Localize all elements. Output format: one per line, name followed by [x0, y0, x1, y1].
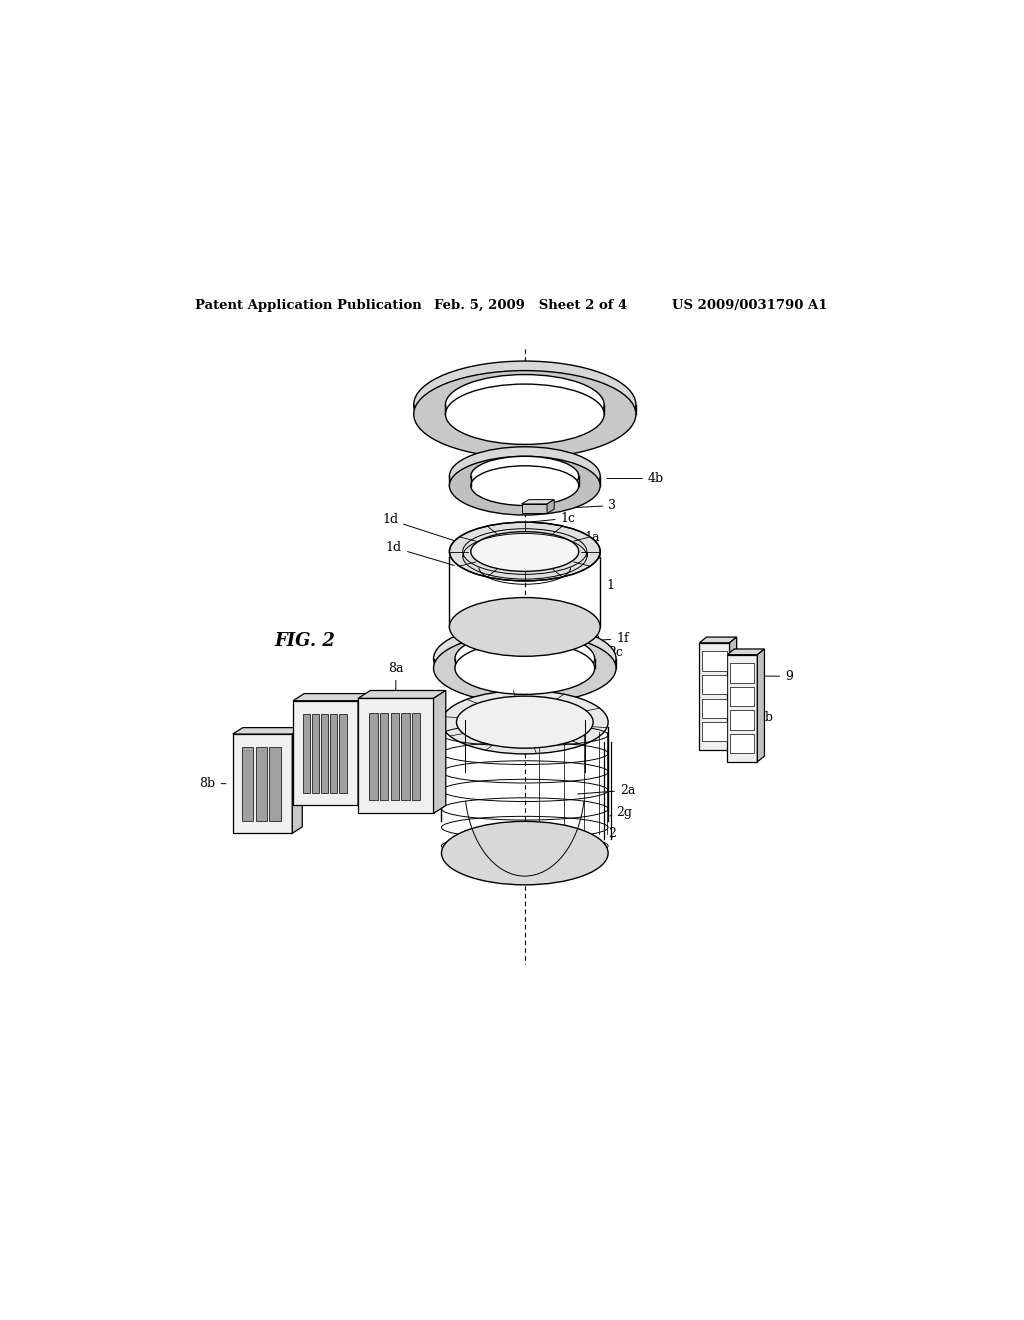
Bar [730, 710, 755, 730]
Polygon shape [521, 504, 547, 513]
Bar [730, 663, 755, 682]
Polygon shape [293, 693, 370, 701]
Polygon shape [330, 714, 338, 793]
Text: 1e: 1e [587, 549, 602, 566]
Ellipse shape [445, 384, 604, 445]
Polygon shape [547, 500, 554, 513]
Polygon shape [232, 734, 292, 833]
Text: 8a: 8a [388, 661, 403, 692]
Polygon shape [401, 713, 410, 800]
Ellipse shape [450, 523, 600, 581]
Ellipse shape [445, 375, 604, 434]
Polygon shape [358, 693, 370, 805]
Text: 9: 9 [764, 669, 793, 682]
Text: 8b: 8b [200, 777, 226, 791]
Polygon shape [303, 714, 310, 793]
Ellipse shape [450, 446, 600, 506]
Text: 2f: 2f [401, 719, 464, 737]
Ellipse shape [450, 457, 600, 515]
Ellipse shape [433, 624, 616, 693]
Text: 1: 1 [606, 579, 614, 591]
Ellipse shape [471, 466, 579, 506]
Polygon shape [758, 649, 765, 762]
Text: 3: 3 [558, 499, 616, 512]
Polygon shape [293, 701, 358, 805]
Text: 1a: 1a [560, 531, 600, 554]
Text: 2g: 2g [610, 807, 632, 818]
Polygon shape [390, 713, 399, 800]
Polygon shape [322, 714, 329, 793]
Text: 1c: 1c [531, 512, 575, 524]
Ellipse shape [471, 532, 579, 572]
Text: Feb. 5, 2009   Sheet 2 of 4: Feb. 5, 2009 Sheet 2 of 4 [433, 300, 627, 312]
Bar [702, 675, 727, 694]
Text: 1d: 1d [382, 513, 458, 543]
Text: 2c: 2c [569, 645, 623, 663]
Polygon shape [358, 698, 433, 813]
Polygon shape [433, 690, 445, 813]
Polygon shape [232, 727, 302, 734]
Bar [730, 686, 755, 706]
Polygon shape [339, 714, 346, 793]
Polygon shape [242, 747, 253, 821]
Polygon shape [521, 500, 554, 504]
Polygon shape [370, 713, 378, 800]
Ellipse shape [457, 696, 593, 748]
Polygon shape [412, 713, 420, 800]
Polygon shape [292, 727, 302, 833]
Polygon shape [358, 690, 445, 698]
Polygon shape [312, 714, 319, 793]
Bar [702, 722, 727, 742]
Bar [702, 698, 727, 718]
Text: 9b: 9b [736, 711, 773, 725]
Text: 8: 8 [269, 747, 278, 759]
Text: 2: 2 [608, 826, 616, 840]
Ellipse shape [450, 598, 600, 656]
Text: US 2009/0031790 A1: US 2009/0031790 A1 [672, 300, 827, 312]
Ellipse shape [414, 371, 636, 458]
Ellipse shape [441, 821, 608, 884]
Text: FIG. 2: FIG. 2 [274, 632, 336, 651]
Ellipse shape [471, 457, 579, 496]
Ellipse shape [455, 642, 595, 694]
Polygon shape [380, 713, 388, 800]
Text: 1d: 1d [386, 541, 455, 565]
Polygon shape [729, 638, 736, 750]
Polygon shape [699, 643, 729, 750]
Text: 2a: 2a [578, 784, 636, 797]
Ellipse shape [455, 632, 595, 685]
Bar [730, 734, 755, 754]
Polygon shape [269, 747, 281, 821]
Text: 2b: 2b [509, 865, 530, 883]
Bar [702, 651, 727, 671]
Polygon shape [699, 638, 736, 643]
Ellipse shape [441, 690, 608, 754]
Ellipse shape [433, 634, 616, 704]
Ellipse shape [414, 362, 636, 449]
Polygon shape [256, 747, 266, 821]
Text: Patent Application Publication: Patent Application Publication [196, 300, 422, 312]
Polygon shape [727, 655, 758, 762]
Text: 1f: 1f [583, 632, 629, 645]
Text: 4b: 4b [607, 473, 664, 484]
Text: 1b: 1b [558, 631, 600, 644]
Polygon shape [727, 649, 765, 655]
